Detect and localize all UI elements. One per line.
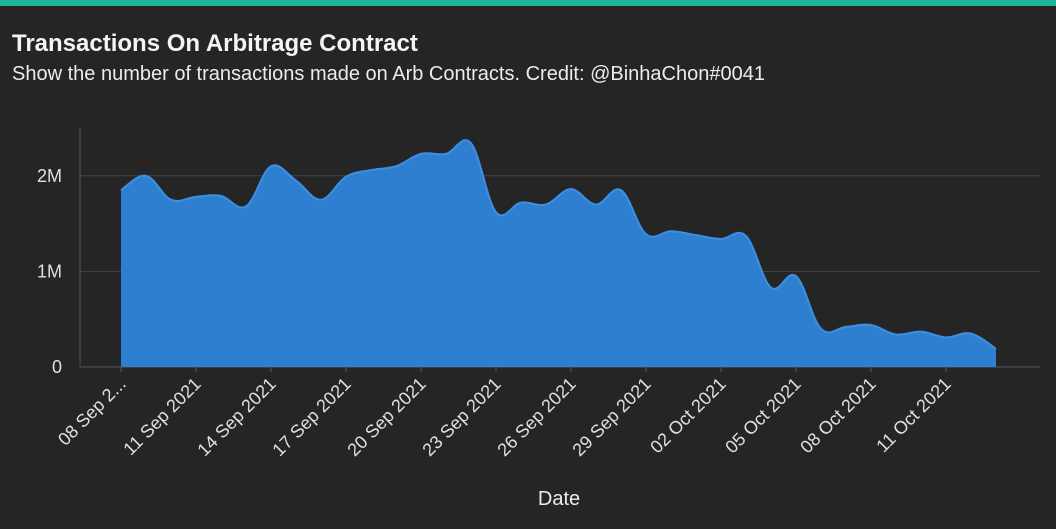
x-tick-label: 29 Sep 2021 (568, 374, 654, 460)
x-tick-label: 20 Sep 2021 (343, 374, 429, 460)
x-tick-label: 14 Sep 2021 (193, 374, 279, 460)
x-tick-label: 11 Sep 2021 (119, 374, 204, 459)
chart-subtitle: Show the number of transactions made on … (12, 63, 765, 85)
y-tick-label: 1M (37, 261, 62, 281)
x-tick-label: 05 Oct 2021 (721, 374, 804, 457)
x-tick-label: 17 Sep 2021 (268, 374, 354, 460)
x-tick-label: 26 Sep 2021 (493, 374, 579, 460)
x-tick-label: 11 Oct 2021 (872, 374, 955, 457)
x-tick-label: 08 Sep 2... (54, 374, 130, 450)
y-tick-label: 0 (52, 357, 62, 377)
series-line-transactions (120, 139, 997, 350)
top-accent-bar (0, 0, 1056, 6)
x-tick-label: 02 Oct 2021 (646, 374, 729, 457)
x-axis-title: Date (538, 488, 580, 510)
y-tick-label: 2M (37, 166, 62, 186)
y-axis-ticks: 0 1M 2M (37, 166, 62, 377)
x-tick-label: 23 Sep 2021 (418, 374, 504, 460)
chart-title: Transactions On Arbitrage Contract (12, 30, 418, 57)
series-area-transactions (121, 140, 996, 367)
x-tick-label: 08 Oct 2021 (796, 374, 879, 457)
